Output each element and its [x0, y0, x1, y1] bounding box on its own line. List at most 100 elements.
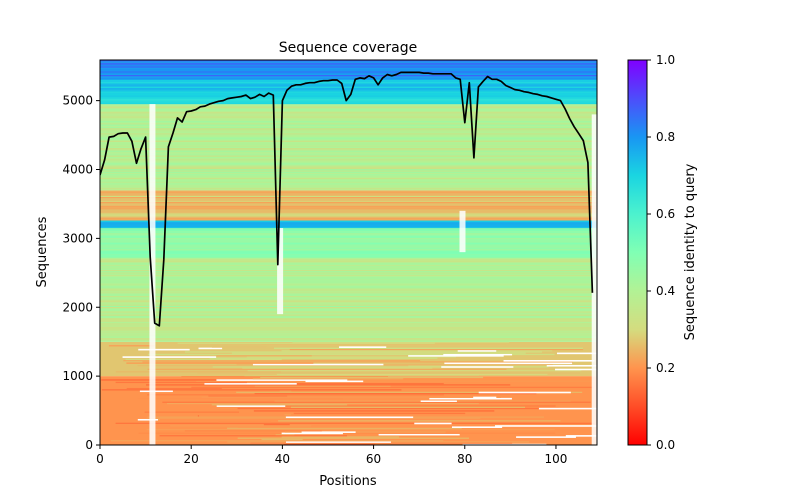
sequence-row [100, 309, 597, 311]
sequence-row [100, 294, 597, 296]
sequence-row [281, 436, 400, 438]
sequence-row [100, 67, 597, 69]
sequence-row [110, 440, 444, 442]
sequence-row [100, 190, 597, 193]
sequence-row [100, 290, 597, 293]
plot-frame [99, 59, 598, 446]
colorbar [627, 59, 648, 446]
sequence-row [197, 415, 200, 417]
sequence-row [100, 128, 597, 130]
sequence-row [100, 102, 597, 105]
sequence-row [100, 340, 597, 342]
sequence-row [284, 443, 375, 445]
sequence-row [100, 162, 597, 165]
sequence-row [100, 182, 597, 185]
sequence-row [100, 308, 597, 310]
sequence-gap [216, 405, 286, 407]
gap-column [591, 114, 597, 445]
sequence-row [100, 288, 597, 290]
sequence-gap [462, 443, 547, 445]
gap-layer [149, 104, 597, 445]
sequence-row [212, 366, 549, 368]
sequence-row [100, 83, 597, 85]
sequence-gap [252, 363, 384, 366]
y-tick-label: 1000 [62, 369, 93, 383]
sequence-row [100, 160, 597, 162]
sequence-row [100, 138, 597, 140]
sequence-row [244, 374, 479, 377]
sequence-row [253, 410, 495, 412]
sequence-row [167, 402, 479, 405]
sequence-row [100, 60, 597, 62]
sequence-row [100, 161, 597, 163]
sequence-row [100, 297, 597, 299]
sequence-row [245, 405, 556, 407]
sequence-row [100, 329, 597, 331]
sequence-row [100, 311, 597, 314]
sequence-row [147, 353, 555, 356]
gap-column [277, 228, 284, 315]
sequence-row [100, 131, 597, 134]
sequence-row [100, 315, 597, 317]
sequence-row [100, 306, 597, 309]
sequence-row [100, 246, 597, 248]
sequence-row [100, 124, 597, 126]
sequence-row [100, 172, 597, 175]
sequence-row [100, 169, 597, 171]
sequence-row [100, 295, 597, 298]
sequence-row [100, 84, 597, 86]
y-axis-label: Sequences [35, 216, 50, 287]
sequence-row [100, 70, 597, 72]
sequence-row [100, 234, 597, 236]
sequence-row [100, 299, 597, 301]
sequence-row [100, 141, 597, 144]
sequence-row [100, 101, 597, 103]
sequence-row [218, 421, 271, 423]
sequence-gap [443, 353, 513, 356]
coverage-line [100, 71, 594, 327]
sequence-row [100, 125, 597, 128]
sequence-row [181, 375, 388, 377]
sequence-row [100, 279, 597, 282]
sequence-row [100, 305, 597, 308]
sequence-row [100, 304, 597, 306]
sequence-row [100, 118, 597, 120]
sequence-row [211, 399, 509, 401]
sequence-gap [378, 433, 460, 436]
sequence-row [100, 114, 597, 116]
sequence-gap [122, 356, 217, 358]
sequence-row [100, 337, 597, 340]
sequence-row [100, 187, 597, 189]
sequence-row [100, 86, 597, 89]
sequence-row [261, 343, 506, 346]
sequence-row [247, 369, 582, 372]
sequence-row [100, 263, 597, 265]
sequence-row [100, 78, 597, 81]
sequence-row [100, 242, 597, 245]
sequence-row [115, 381, 247, 384]
sequence-row [100, 333, 597, 335]
colorbar-tick-label: 0.2 [656, 361, 675, 375]
sequence-gap [305, 380, 364, 383]
sequence-gap [478, 391, 571, 394]
sequence-row [100, 240, 597, 242]
colorbar-ticks: 0.0 0.2 0.4 0.6 0.8 1.0 [647, 53, 675, 452]
sequence-row [100, 251, 597, 253]
colorbar-tick-label: 0.4 [656, 284, 675, 298]
colorbar-tick-label: 1.0 [656, 53, 675, 67]
sequence-row [177, 342, 435, 344]
sequence-row [227, 427, 462, 429]
sequence-row [100, 208, 597, 210]
sequence-row [100, 204, 597, 206]
x-tick-label: 60 [366, 452, 381, 466]
sequence-row [100, 302, 597, 304]
sequence-gap [198, 347, 223, 350]
gap-column [149, 104, 156, 445]
sequence-row [100, 100, 597, 102]
sequence-row [100, 136, 597, 139]
sequence-row [254, 385, 391, 387]
sequence-row [100, 328, 597, 330]
sequence-row [137, 397, 343, 400]
sequence-row [100, 170, 597, 172]
sequence-row [100, 117, 597, 119]
